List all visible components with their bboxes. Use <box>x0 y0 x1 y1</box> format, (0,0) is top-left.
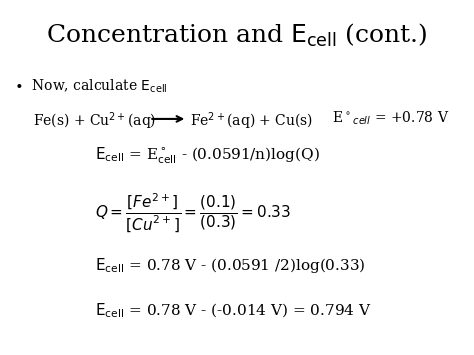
Text: $Q = \dfrac{\left[Fe^{2+}\right]}{\left[Cu^{2+}\right]} = \dfrac{(0.1)}{(0.3)} =: $Q = \dfrac{\left[Fe^{2+}\right]}{\left[… <box>95 192 291 234</box>
Text: Fe(s) + Cu$^{2+}$(aq): Fe(s) + Cu$^{2+}$(aq) <box>33 110 156 132</box>
Text: $\mathrm{E_{cell}}$ = E$^\circ_{\mathrm{cell}}$ - (0.0591/n)log(Q): $\mathrm{E_{cell}}$ = E$^\circ_{\mathrm{… <box>95 146 319 166</box>
Text: $\mathrm{E_{cell}}$ = 0.78 V - (0.0591 /2)log(0.33): $\mathrm{E_{cell}}$ = 0.78 V - (0.0591 /… <box>95 256 365 275</box>
Text: Concentration and $\mathsf{E_{cell}}$ (cont.): Concentration and $\mathsf{E_{cell}}$ (c… <box>46 21 428 49</box>
Text: $\bullet$  Now, calculate $\mathrm{E_{cell}}$: $\bullet$ Now, calculate $\mathrm{E_{cel… <box>14 78 168 95</box>
Text: E$^\circ$$_{cell}$ = +0.78 V: E$^\circ$$_{cell}$ = +0.78 V <box>332 110 449 127</box>
Text: Fe$^{2+}$(aq) + Cu(s): Fe$^{2+}$(aq) + Cu(s) <box>190 110 313 132</box>
Text: $\mathrm{E_{cell}}$ = 0.78 V - (-0.014 V) = 0.794 V: $\mathrm{E_{cell}}$ = 0.78 V - (-0.014 V… <box>95 302 371 320</box>
